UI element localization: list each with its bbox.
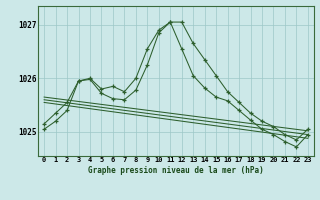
X-axis label: Graphe pression niveau de la mer (hPa): Graphe pression niveau de la mer (hPa) <box>88 166 264 175</box>
